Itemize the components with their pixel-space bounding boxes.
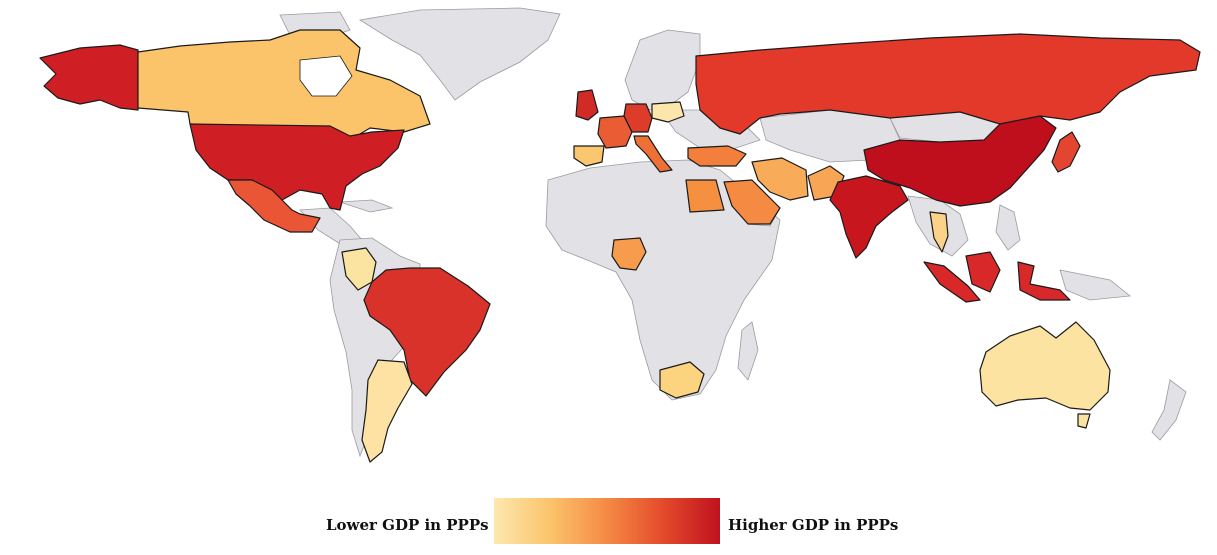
- country-argentina: [361, 359, 413, 463]
- philippines: [995, 204, 1021, 251]
- country-italy: [633, 135, 673, 173]
- country-spain: [573, 145, 605, 167]
- country-china: [863, 115, 1057, 207]
- legend-gradient-bar: [494, 498, 720, 544]
- country-tasmania: [1077, 413, 1091, 429]
- new-zealand: [1151, 379, 1187, 441]
- water-features: [299, 55, 353, 97]
- country-canada: [137, 29, 431, 141]
- color-legend: Lower GDP in PPPs Higher GDP in PPPs: [0, 496, 1217, 546]
- country-indonesia-borneo: [965, 251, 1001, 293]
- greenland: [358, 7, 561, 101]
- country-usa: [189, 123, 405, 211]
- caribbean: [339, 199, 394, 213]
- country-japan: [1051, 131, 1081, 173]
- country-uk: [575, 89, 599, 121]
- scandinavia: [624, 29, 701, 111]
- country-mexico: [227, 179, 321, 233]
- legend-high-label: Higher GDP in PPPs: [728, 516, 899, 534]
- country-iran: [751, 157, 809, 201]
- country-thailand: [929, 211, 949, 253]
- country-egypt: [685, 179, 725, 213]
- country-russia: [695, 33, 1201, 135]
- country-brazil: [363, 267, 491, 397]
- country-poland: [651, 101, 685, 123]
- country-indonesia-sumatra: [923, 261, 981, 303]
- legend-low-label: Lower GDP in PPPs: [326, 516, 489, 534]
- papua: [1059, 269, 1132, 301]
- world-map: [39, 7, 1201, 463]
- country-india: [829, 175, 909, 259]
- country-south-africa: [659, 361, 705, 399]
- country-indonesia-east: [1017, 261, 1071, 301]
- country-alaska: [39, 44, 139, 111]
- country-saudi-arabia: [723, 179, 781, 225]
- country-nigeria: [611, 237, 647, 271]
- country-germany: [623, 103, 653, 133]
- hudson-bay: [299, 55, 353, 97]
- country-turkey: [687, 145, 747, 167]
- highlighted-countries: [39, 29, 1201, 463]
- country-australia: [979, 321, 1111, 411]
- madagascar: [737, 321, 759, 381]
